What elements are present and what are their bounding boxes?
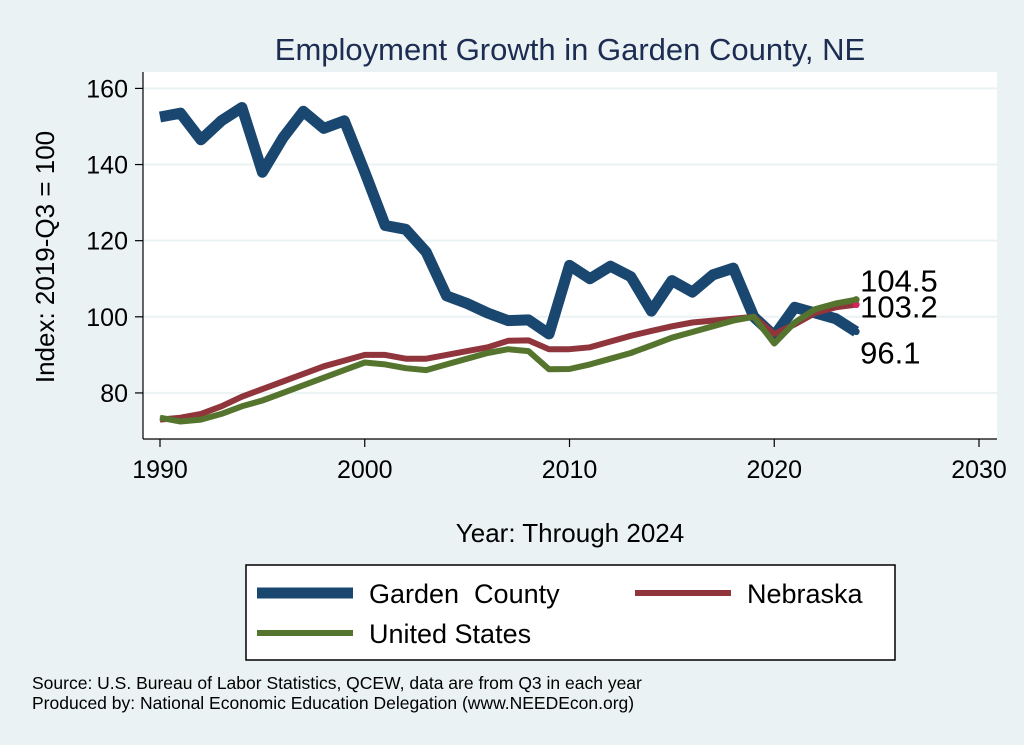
- axes: 80 100 120 140 160 1990 2000 2010 2020 2030: [86, 72, 1007, 484]
- series-line-garden-county: [158, 102, 860, 342]
- legend-label-garden-county: Garden County: [369, 579, 560, 609]
- series-line-united-states: [159, 296, 857, 425]
- chart-title: Employment Growth in Garden County, NE: [275, 32, 865, 67]
- y-tick-label-100: 100: [86, 304, 128, 332]
- end-marker-united-states: [852, 296, 860, 304]
- series-lines: [158, 102, 860, 425]
- x-axis-title: Year: Through 2024: [456, 518, 684, 548]
- legend-label-united-states: United States: [369, 619, 531, 649]
- end-label-garden-county: 96.1: [860, 336, 920, 371]
- y-tick-label-160: 160: [86, 75, 128, 103]
- legend: Garden County Nebraska United States: [245, 564, 896, 661]
- legend-label-nebraska: Nebraska: [747, 579, 864, 609]
- x-tick-label-2030: 2030: [951, 456, 1007, 484]
- x-tick-label-2020: 2020: [746, 456, 802, 484]
- source-note: Source: U.S. Bureau of Labor Statistics,…: [32, 673, 642, 693]
- end-marker-garden-county: [852, 328, 860, 336]
- y-tick-label-80: 80: [100, 380, 128, 408]
- y-axis-title: Index: 2019-Q3 = 100: [30, 131, 60, 383]
- y-tick-label-120: 120: [86, 228, 128, 256]
- y-tick-label-140: 140: [86, 152, 128, 180]
- x-tick-label-2000: 2000: [337, 456, 393, 484]
- x-tick-label-1990: 1990: [132, 456, 188, 484]
- x-tick-label-2010: 2010: [542, 456, 598, 484]
- end-marker-nebraska: [852, 301, 860, 309]
- end-label-united-states: 104.5: [860, 264, 938, 299]
- end-label-nebraska: 103.2: [860, 290, 938, 325]
- legend-box: [245, 564, 896, 661]
- producer-note: Produced by: National Economic Education…: [32, 693, 634, 713]
